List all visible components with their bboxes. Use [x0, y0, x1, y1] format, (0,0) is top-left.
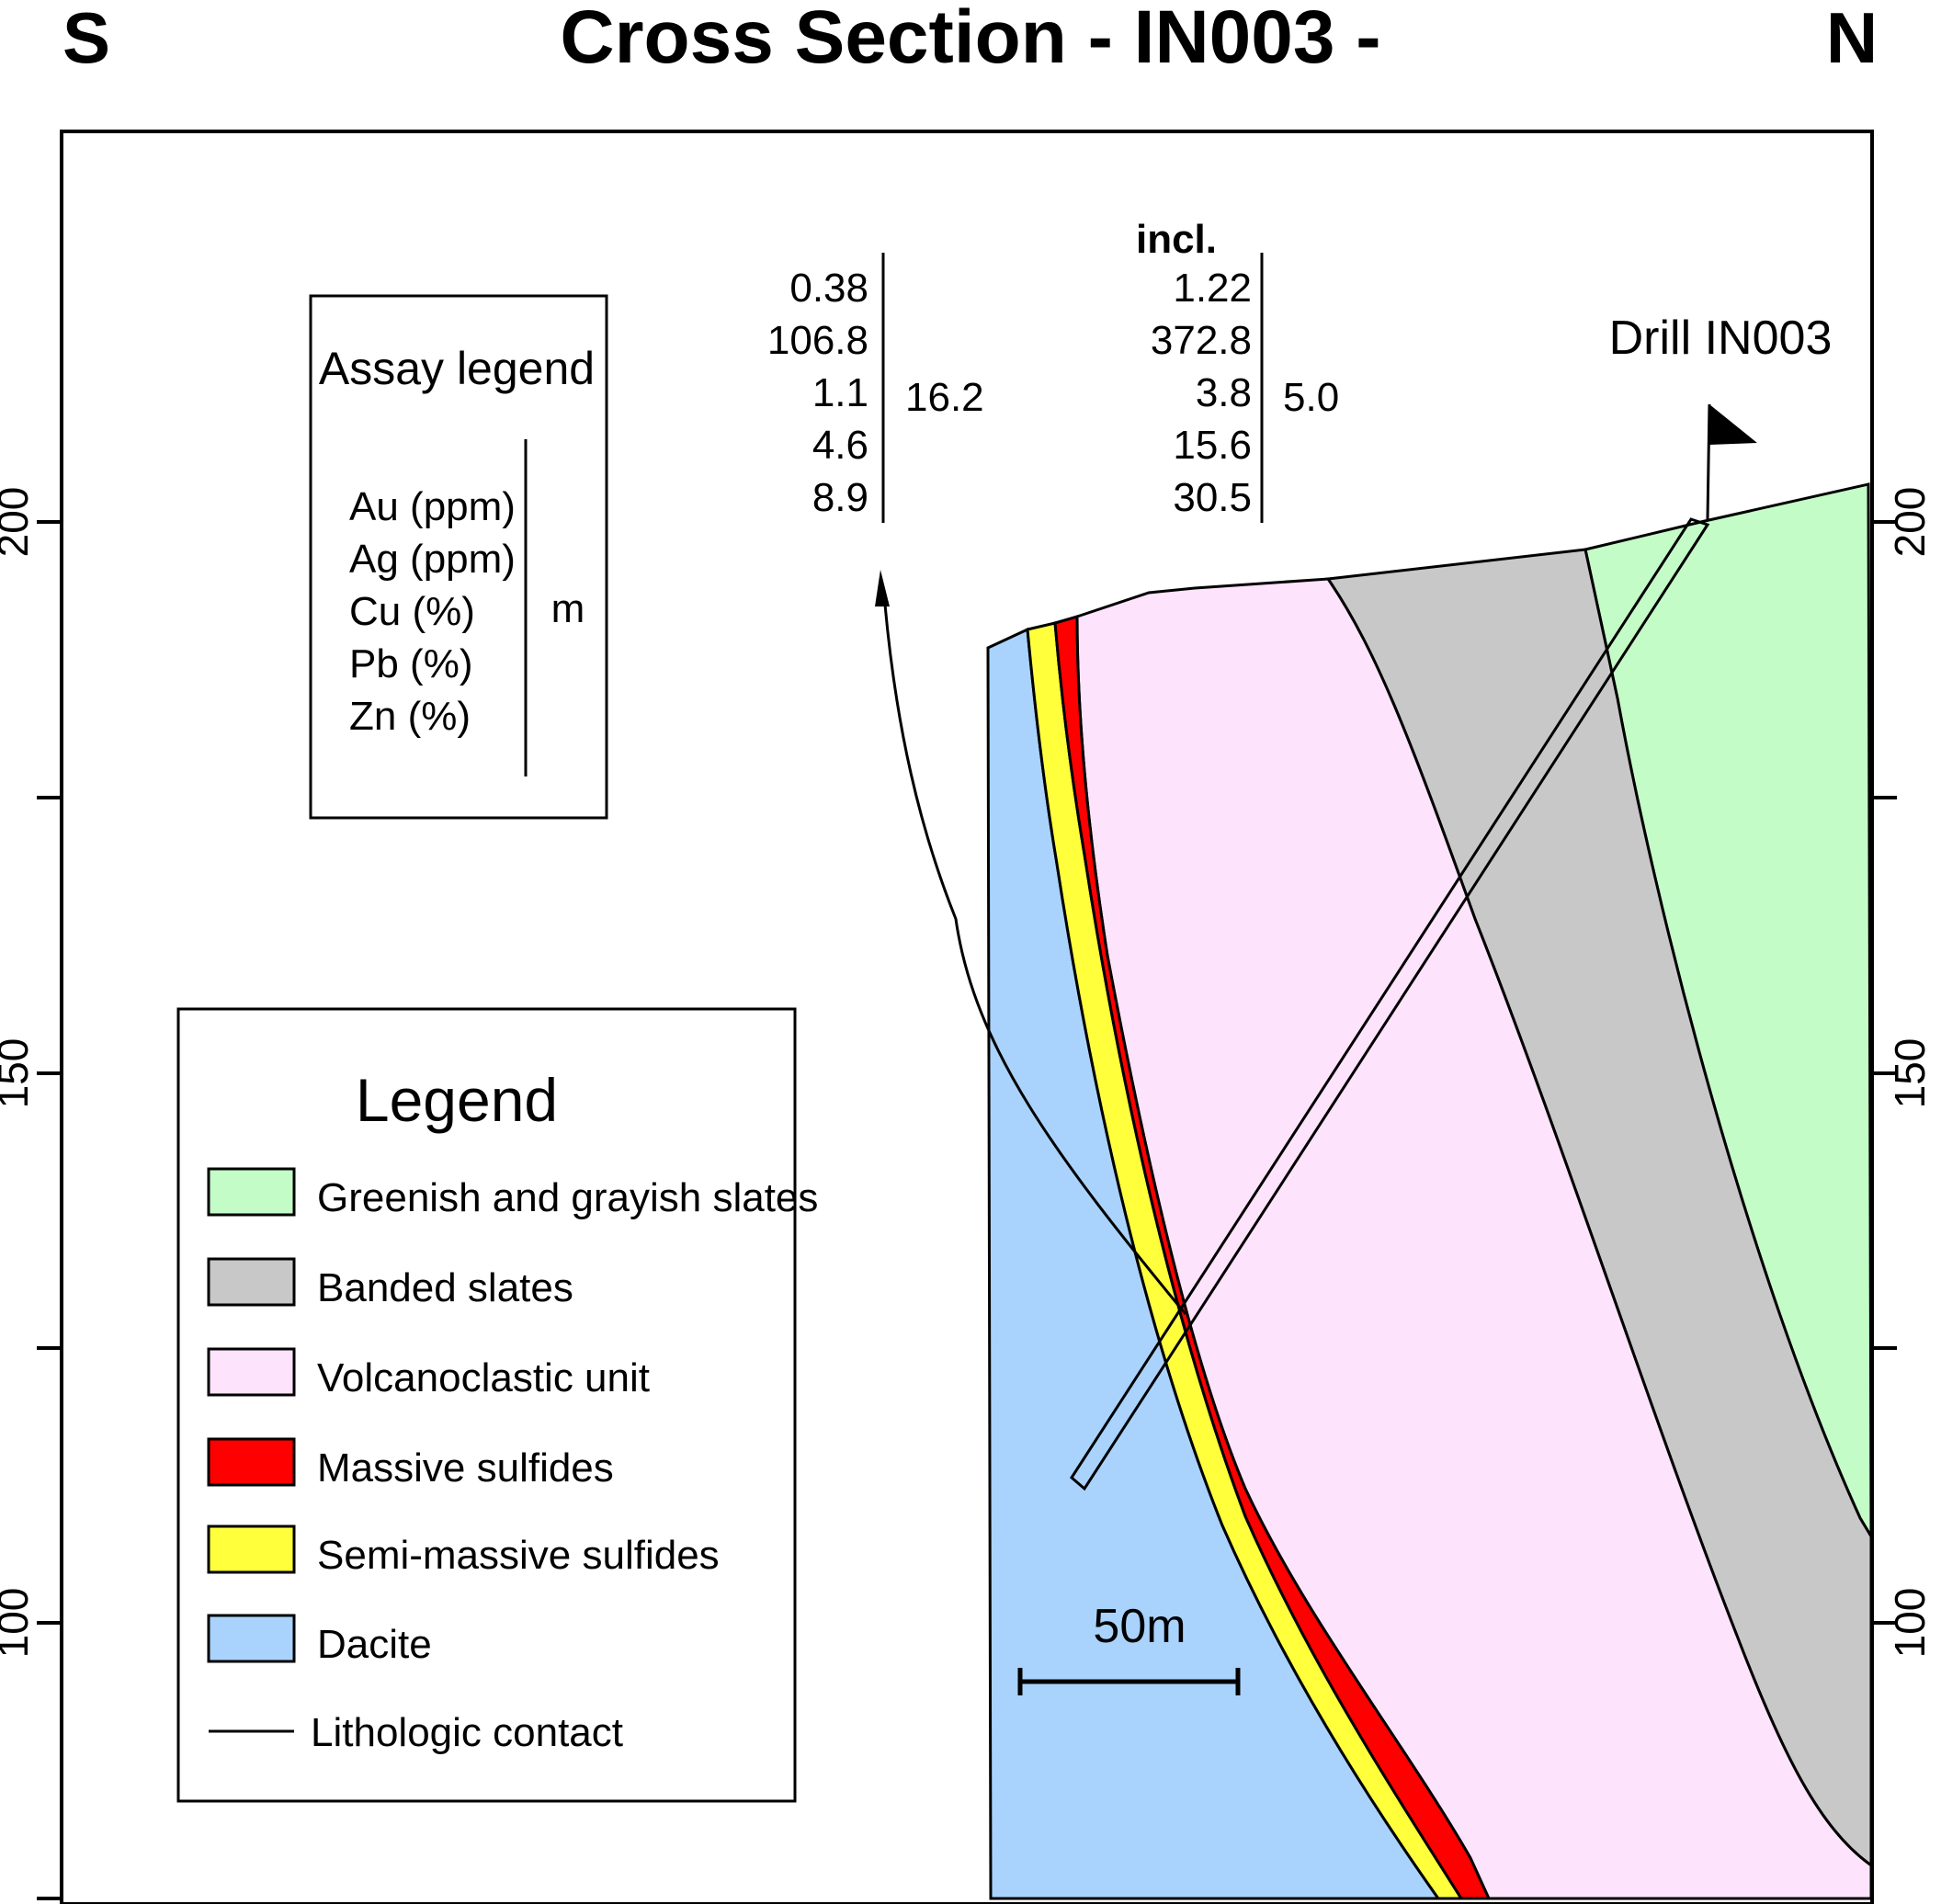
- legend-label: Volcanoclastic unit: [317, 1355, 650, 1400]
- assay-arrow: [875, 570, 1187, 1315]
- legend-label: Greenish and grayish slates: [317, 1175, 818, 1220]
- assay-legend-item: Pb (%): [349, 641, 472, 686]
- assay-value: 8.9: [812, 475, 868, 520]
- assay-length: 5.0: [1283, 375, 1339, 420]
- legend-swatch-semi-massive-sulfides: [207, 1524, 296, 1574]
- scale-bar-label: 50m: [1093, 1600, 1186, 1653]
- legend-swatch-dacite: [207, 1614, 296, 1663]
- legend-label: Semi-massive sulfides: [317, 1533, 720, 1578]
- assay-legend: Assay legend Au (ppm) Ag (ppm) Cu (%) Pb…: [309, 294, 608, 820]
- left-tick-label: 100: [0, 1588, 37, 1659]
- direction-north: N: [1826, 0, 1878, 78]
- legend-swatch-massive-sulfides: [207, 1437, 296, 1487]
- assay-length: 16.2: [905, 375, 984, 420]
- left-tick-label: 200: [0, 487, 37, 558]
- arrow-head-icon: [875, 570, 890, 606]
- plot-frame: [60, 130, 1874, 1904]
- assay-value: 0.38: [789, 266, 868, 311]
- assay-legend-title: Assay legend: [319, 343, 595, 394]
- assay-value: 372.8: [1151, 318, 1252, 363]
- right-axis: 200 150 100: [1872, 487, 1934, 1659]
- assay-legend-item: Ag (ppm): [349, 537, 516, 582]
- legend-swatch-greenish-slates: [207, 1167, 296, 1217]
- right-tick-label: 200: [1886, 487, 1934, 558]
- assay-values-incl: incl. 1.22 372.8 3.8 15.6 30.5 5.0: [1136, 217, 1339, 523]
- legend-label: Massive sulfides: [317, 1445, 614, 1490]
- geology-units: [986, 482, 1873, 1900]
- left-tick-label: 150: [0, 1038, 37, 1109]
- right-tick-label: 100: [1886, 1588, 1934, 1659]
- assay-legend-item: Cu (%): [349, 589, 475, 634]
- direction-south: S: [62, 0, 110, 78]
- legend: Legend Greenish and grayish slates Bande…: [176, 1007, 818, 1803]
- drill-label: Drill IN003: [1609, 312, 1833, 365]
- drill-flag-icon: [1706, 403, 1757, 520]
- legend-swatch-volcanoclastic: [207, 1347, 296, 1397]
- assay-value: 106.8: [767, 318, 868, 363]
- legend-label: Dacite: [317, 1622, 432, 1667]
- legend-title: Legend: [356, 1066, 558, 1134]
- left-axis: 200 150 100: [0, 487, 62, 1900]
- assay-values-main: 0.38 106.8 1.1 4.6 8.9 16.2: [767, 253, 984, 523]
- figure-title: Cross Section - IN003 -: [560, 0, 1380, 79]
- assay-value: 30.5: [1173, 475, 1252, 520]
- incl-label: incl.: [1136, 217, 1217, 262]
- assay-legend-unit: m: [551, 586, 585, 631]
- legend-swatch-banded-slates: [207, 1257, 296, 1307]
- drill-hole-trace: [1070, 517, 1710, 1491]
- legend-label: Banded slates: [317, 1265, 573, 1310]
- assay-value: 1.22: [1173, 266, 1252, 311]
- assay-value: 4.6: [812, 423, 868, 468]
- assay-value: 15.6: [1173, 423, 1252, 468]
- scale-bar: 50m: [1017, 1600, 1241, 1695]
- assay-value: 1.1: [812, 370, 868, 415]
- assay-legend-item: Au (ppm): [349, 484, 516, 529]
- unit-massive-sulfides: [1053, 615, 1492, 1900]
- assay-legend-item: Zn (%): [349, 694, 471, 739]
- assay-value: 3.8: [1196, 370, 1252, 415]
- legend-label: Lithologic contact: [311, 1710, 623, 1755]
- right-tick-label: 150: [1886, 1038, 1934, 1109]
